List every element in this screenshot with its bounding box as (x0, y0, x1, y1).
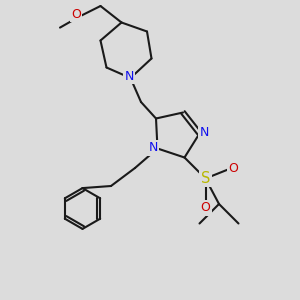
Text: O: O (229, 161, 238, 175)
Text: O: O (71, 8, 81, 21)
Text: O: O (201, 201, 210, 214)
Text: N: N (124, 70, 134, 83)
Text: N: N (199, 126, 209, 140)
Text: N: N (148, 141, 158, 154)
Text: S: S (201, 171, 210, 186)
